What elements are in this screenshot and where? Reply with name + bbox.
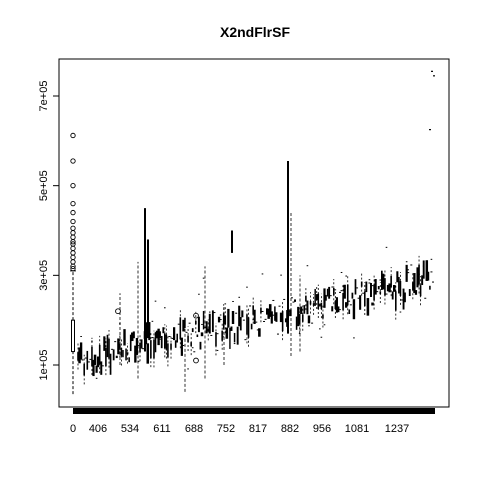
x-tick-label: 1237 bbox=[385, 423, 409, 435]
y-tick-label: 3e+05 bbox=[38, 260, 50, 291]
x-tick-label: 0 bbox=[70, 423, 76, 435]
box-series bbox=[70, 161, 434, 395]
outlier-point bbox=[70, 241, 76, 247]
box-0 bbox=[71, 319, 75, 353]
outlier-point bbox=[70, 250, 76, 256]
x-tick-label: 534 bbox=[121, 423, 139, 435]
outlier-point bbox=[70, 259, 76, 265]
outlier-point bbox=[70, 245, 76, 252]
x-tick-label: 611 bbox=[153, 423, 171, 435]
x-tick-label: 956 bbox=[313, 423, 331, 435]
outlier-point bbox=[115, 308, 121, 315]
outlier-point bbox=[70, 265, 76, 272]
outlier-point bbox=[70, 158, 76, 164]
x-tick-label: 882 bbox=[281, 423, 299, 435]
outlier-point bbox=[70, 218, 76, 225]
outlier-point bbox=[70, 230, 76, 236]
x-tick-label: 817 bbox=[249, 423, 267, 435]
outlier-point bbox=[70, 200, 76, 207]
y-tick-label: 1e+05 bbox=[38, 350, 50, 381]
x-tick-label: 752 bbox=[217, 423, 235, 435]
plot-frame bbox=[58, 58, 450, 408]
outlier-point bbox=[70, 225, 76, 231]
x-tick-band bbox=[73, 408, 435, 414]
outlier-point bbox=[70, 234, 76, 240]
outlier-point bbox=[70, 209, 76, 216]
x-tick-label: 406 bbox=[89, 423, 107, 435]
outlier-point bbox=[70, 254, 76, 261]
y-axis: 1e+05 3e+05 5e+05 7e+05 bbox=[38, 81, 59, 381]
outlier-point bbox=[193, 312, 199, 319]
chart-title: X2ndFlrSF bbox=[220, 24, 290, 40]
outlier-point bbox=[70, 183, 76, 189]
y-tick-label: 7e+05 bbox=[38, 81, 50, 112]
x-tick-label: 688 bbox=[185, 423, 203, 435]
outlier-points bbox=[70, 70, 435, 364]
x-tick-label: 1081 bbox=[345, 423, 369, 435]
outlier-point bbox=[193, 357, 199, 364]
x-axis: 0 406 534 611 688 752 817 882 956 1081 1237 bbox=[70, 408, 435, 435]
outlier-point bbox=[70, 132, 76, 139]
y-tick-label: 5e+05 bbox=[38, 170, 50, 201]
